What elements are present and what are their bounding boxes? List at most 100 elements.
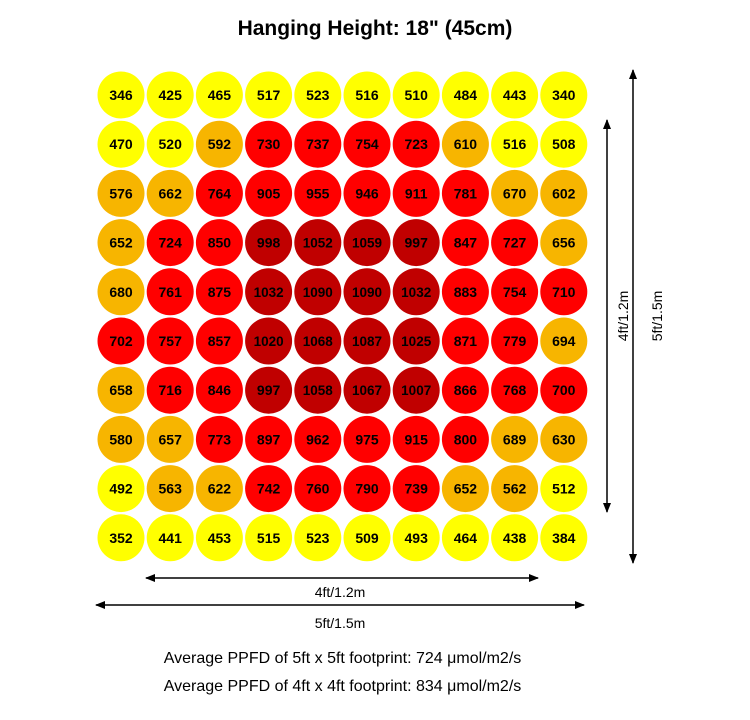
ppfd-value-1-0: 470 bbox=[109, 136, 133, 152]
ppfd-value-3-0: 652 bbox=[109, 235, 133, 251]
ppfd-cell-9-1 bbox=[146, 514, 194, 562]
ppfd-cell-9-6 bbox=[392, 514, 440, 562]
ppfd-cell-1-9 bbox=[540, 120, 588, 168]
ppfd-value-4-1: 761 bbox=[159, 284, 183, 300]
ppfd-cell-1-5 bbox=[343, 120, 391, 168]
ppfd-value-8-0: 492 bbox=[109, 481, 133, 497]
ppfd-value-2-1: 662 bbox=[159, 185, 183, 201]
ppfd-cell-2-5 bbox=[343, 169, 391, 217]
ppfd-cell-5-6 bbox=[392, 317, 440, 365]
ppfd-cell-0-8 bbox=[491, 71, 539, 119]
ppfd-value-0-5: 516 bbox=[355, 87, 379, 103]
ppfd-cell-5-9 bbox=[540, 317, 588, 365]
ppfd-cell-7-3 bbox=[245, 415, 293, 463]
ppfd-cell-6-0 bbox=[97, 366, 145, 414]
ppfd-cell-2-4 bbox=[294, 169, 342, 217]
footer-average-4ft: Average PPFD of 4ft x 4ft footprint: 834… bbox=[163, 678, 522, 695]
ppfd-cell-5-2 bbox=[195, 317, 243, 365]
ppfd-cell-6-3 bbox=[245, 366, 293, 414]
ppfd-cell-7-5 bbox=[343, 415, 391, 463]
ppfd-cell-4-3 bbox=[245, 268, 293, 316]
ppfd-cell-4-6 bbox=[392, 268, 440, 316]
ppfd-cell-4-4 bbox=[294, 268, 342, 316]
ppfd-value-5-9: 694 bbox=[552, 333, 576, 349]
ppfd-cell-1-0 bbox=[97, 120, 145, 168]
ppfd-cell-6-9 bbox=[540, 366, 588, 414]
ppfd-cell-3-6 bbox=[392, 219, 440, 267]
ppfd-value-5-8: 779 bbox=[503, 333, 527, 349]
ppfd-cell-8-3 bbox=[245, 465, 293, 513]
ppfd-cell-7-6 bbox=[392, 415, 440, 463]
ppfd-value-6-0: 658 bbox=[109, 382, 133, 398]
ppfd-cell-8-9 bbox=[540, 465, 588, 513]
ppfd-value-2-3: 905 bbox=[257, 185, 281, 201]
ppfd-cell-9-2 bbox=[195, 514, 243, 562]
ppfd-value-0-4: 523 bbox=[306, 87, 330, 103]
ppfd-value-2-7: 781 bbox=[454, 185, 478, 201]
ppfd-cell-8-1 bbox=[146, 465, 194, 513]
ppfd-value-5-2: 857 bbox=[208, 333, 232, 349]
ppfd-value-7-6: 915 bbox=[405, 431, 429, 447]
ppfd-cell-9-8 bbox=[491, 514, 539, 562]
ppfd-value-8-3: 742 bbox=[257, 481, 281, 497]
ppfd-value-8-4: 760 bbox=[306, 481, 330, 497]
ppfd-value-3-5: 1059 bbox=[352, 236, 382, 251]
ppfd-cell-0-7 bbox=[441, 71, 489, 119]
ppfd-cell-2-0 bbox=[97, 169, 145, 217]
ppfd-value-5-1: 757 bbox=[159, 333, 183, 349]
ppfd-cell-0-6 bbox=[392, 71, 440, 119]
ppfd-value-5-3: 1020 bbox=[254, 334, 284, 349]
ppfd-value-9-4: 523 bbox=[306, 530, 330, 546]
ppfd-value-7-5: 975 bbox=[355, 431, 379, 447]
ppfd-value-4-5: 1090 bbox=[352, 285, 382, 300]
ppfd-cell-7-9 bbox=[540, 415, 588, 463]
ppfd-value-6-1: 716 bbox=[159, 382, 183, 398]
ppfd-value-4-0: 680 bbox=[109, 284, 133, 300]
ppfd-value-4-6: 1032 bbox=[401, 285, 431, 300]
ppfd-value-7-0: 580 bbox=[109, 431, 133, 447]
ppfd-value-7-3: 897 bbox=[257, 431, 281, 447]
ppfd-cell-3-1 bbox=[146, 219, 194, 267]
ppfd-cell-4-7 bbox=[441, 268, 489, 316]
ppfd-value-8-9: 512 bbox=[552, 481, 576, 497]
outer-horizontal-dimension-label: 5ft/1.5m bbox=[315, 615, 366, 631]
ppfd-value-2-4: 955 bbox=[306, 185, 330, 201]
ppfd-value-0-3: 517 bbox=[257, 87, 281, 103]
ppfd-value-5-5: 1087 bbox=[352, 334, 382, 349]
ppfd-cell-9-3 bbox=[245, 514, 293, 562]
ppfd-cell-4-8 bbox=[491, 268, 539, 316]
ppfd-cell-5-5 bbox=[343, 317, 391, 365]
ppfd-value-7-1: 657 bbox=[159, 431, 183, 447]
ppfd-value-6-9: 700 bbox=[552, 382, 576, 398]
ppfd-value-7-4: 962 bbox=[306, 431, 330, 447]
ppfd-value-9-7: 464 bbox=[454, 530, 478, 546]
ppfd-value-6-3: 997 bbox=[257, 382, 281, 398]
ppfd-value-3-9: 656 bbox=[552, 235, 576, 251]
ppfd-cell-1-8 bbox=[491, 120, 539, 168]
ppfd-value-0-8: 443 bbox=[503, 87, 527, 103]
ppfd-cell-7-7 bbox=[441, 415, 489, 463]
ppfd-value-6-7: 866 bbox=[454, 382, 478, 398]
ppfd-value-1-1: 520 bbox=[159, 136, 183, 152]
ppfd-value-6-4: 1058 bbox=[303, 383, 334, 398]
ppfd-cell-0-4 bbox=[294, 71, 342, 119]
ppfd-value-9-2: 453 bbox=[208, 530, 232, 546]
ppfd-value-4-3: 1032 bbox=[254, 285, 284, 300]
ppfd-cell-8-4 bbox=[294, 465, 342, 513]
ppfd-cell-7-0 bbox=[97, 415, 145, 463]
ppfd-value-3-1: 724 bbox=[159, 235, 183, 251]
ppfd-cells: 346 425 465 517 523 516 510 484 443 340 470 520 592 7… bbox=[97, 71, 588, 562]
ppfd-cell-0-9 bbox=[540, 71, 588, 119]
ppfd-cell-1-2 bbox=[195, 120, 243, 168]
ppfd-value-4-9: 710 bbox=[552, 284, 576, 300]
ppfd-value-6-5: 1067 bbox=[352, 383, 382, 398]
ppfd-cell-1-1 bbox=[146, 120, 194, 168]
ppfd-value-8-8: 562 bbox=[503, 481, 527, 497]
ppfd-cell-5-0 bbox=[97, 317, 145, 365]
ppfd-cell-4-2 bbox=[195, 268, 243, 316]
ppfd-value-7-2: 773 bbox=[208, 431, 232, 447]
ppfd-cell-6-6 bbox=[392, 366, 440, 414]
ppfd-value-8-7: 652 bbox=[454, 481, 478, 497]
ppfd-cell-5-3 bbox=[245, 317, 293, 365]
